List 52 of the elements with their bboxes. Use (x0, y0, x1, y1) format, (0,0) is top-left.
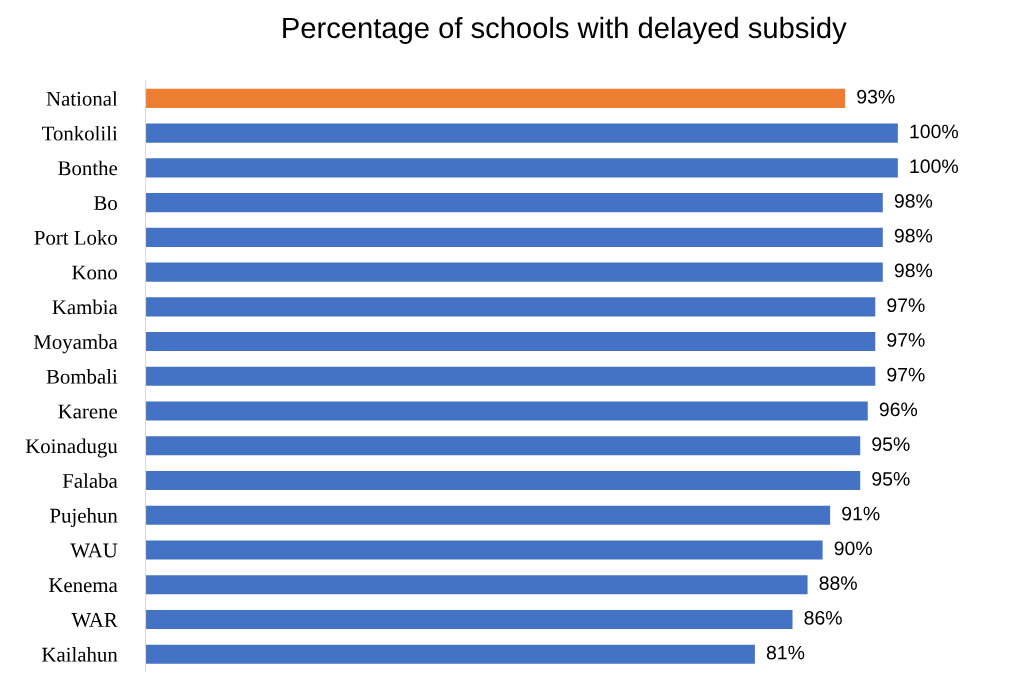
data-label: 93% (857, 89, 895, 104)
y-tick-label: Bombali (46, 369, 118, 384)
data-label: 95% (872, 437, 910, 452)
bar (145, 297, 876, 317)
data-label: 91% (842, 506, 880, 521)
y-tick-label: Kailahun (42, 647, 118, 662)
bar (145, 470, 861, 491)
y-tick-label: Falaba (62, 473, 118, 488)
data-label: 86% (804, 610, 842, 625)
data-label: 98% (894, 194, 933, 208)
bar (145, 609, 793, 630)
bar (145, 88, 846, 108)
bar (145, 401, 868, 421)
bar (145, 193, 883, 213)
bar (145, 366, 876, 386)
y-tick-label: Pujehun (50, 508, 118, 527)
bar (145, 227, 883, 247)
y-tick-label: Kambia (52, 299, 118, 315)
data-label: 81% (766, 645, 805, 660)
data-label: 88% (819, 576, 857, 590)
data-label: 96% (879, 402, 918, 417)
y-tick-label: Tonkolili (42, 125, 118, 141)
y-tick-label: WAR (71, 612, 118, 628)
data-label: 100% (910, 124, 958, 139)
y-tick-label: Koinadugu (25, 438, 118, 458)
data-label: 97% (887, 298, 925, 313)
bar (145, 332, 876, 352)
y-tick-label: Bo (94, 196, 117, 211)
data-label: 97% (887, 333, 925, 347)
y-tick-label: Kenema (48, 578, 118, 593)
bar (145, 540, 823, 560)
data-label: 97% (887, 367, 925, 382)
data-label: 98% (894, 228, 933, 243)
bar (145, 644, 755, 664)
y-tick-label: WAU (70, 543, 118, 558)
data-label: 100% (910, 159, 958, 174)
y-tick-label: Bonthe (58, 160, 118, 176)
y-tick-label: Moyamba (33, 334, 118, 354)
bar (145, 436, 861, 456)
bar (145, 575, 808, 595)
bar (145, 123, 898, 143)
data-label: 90% (834, 541, 872, 556)
y-tick-label: Port Loko (34, 230, 117, 245)
y-tick-label: National (46, 91, 118, 106)
data-label: 98% (894, 263, 933, 278)
bar (145, 262, 883, 282)
y-tick-label: Karene (58, 404, 118, 419)
y-tick-label: Kono (72, 265, 117, 280)
bar (145, 505, 831, 525)
data-label: 95% (872, 471, 910, 486)
bar (145, 158, 898, 178)
chart-title: Percentage of schools with delayed subsidy (283, 16, 847, 45)
